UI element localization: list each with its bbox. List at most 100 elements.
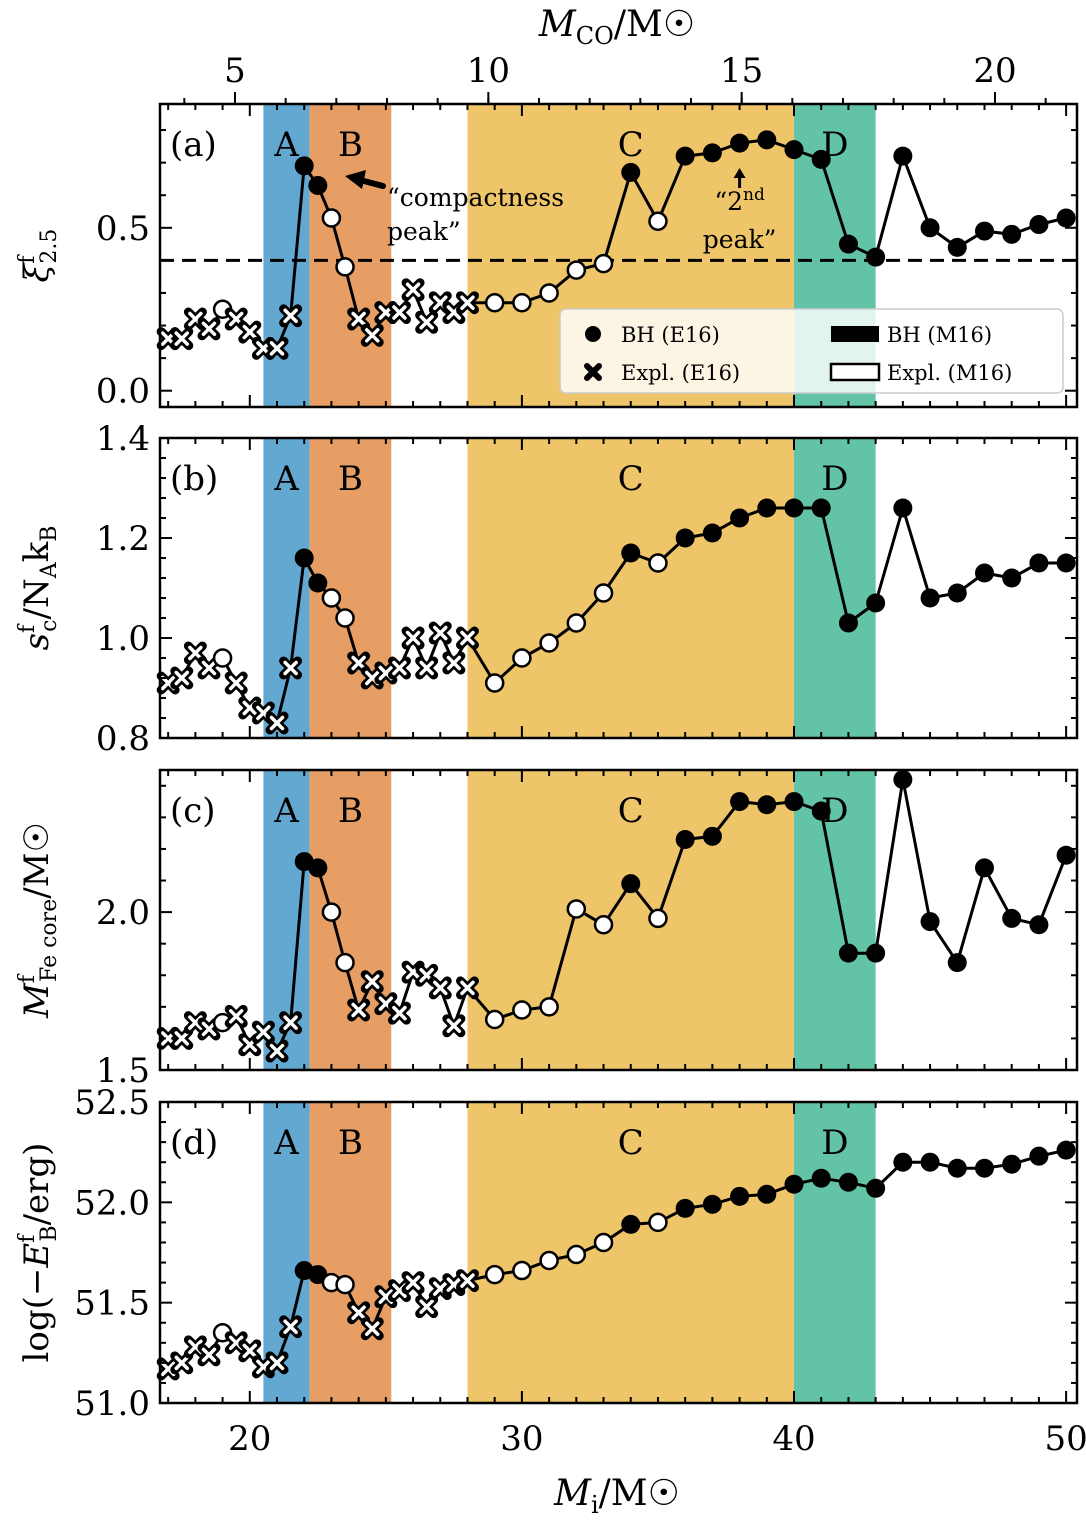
x-tick-label: 30 <box>500 1419 543 1459</box>
data-point <box>566 899 587 919</box>
data-point <box>360 323 384 347</box>
top-tick-label: 20 <box>973 51 1016 91</box>
data-point <box>238 320 262 344</box>
data-point <box>442 651 466 675</box>
data-point <box>784 1174 804 1194</box>
data-point <box>648 1212 668 1233</box>
data-point <box>224 671 248 695</box>
data-point <box>648 908 668 929</box>
y-tick-label: 0.8 <box>96 719 150 759</box>
annotations: “compactness peak” “2nd peak” <box>345 168 776 254</box>
data-point <box>428 621 452 645</box>
region-label: B <box>338 1123 363 1163</box>
data-point <box>593 583 614 603</box>
data-point <box>335 608 355 628</box>
legend: BH (E16) BH (M16) Expl. (E16) Expl. (M16) <box>559 308 1064 394</box>
data-point <box>675 1198 695 1218</box>
data-point <box>621 874 641 894</box>
legend-marker <box>831 326 879 342</box>
data-point <box>893 1152 913 1172</box>
top-axis-ticks: 5 10 15 20 <box>183 51 1047 104</box>
data-point <box>415 310 439 334</box>
y-tick-label: 1.4 <box>96 419 150 459</box>
data-point <box>811 498 831 518</box>
data-point <box>539 1250 559 1271</box>
region-C <box>467 770 795 1070</box>
annotation-text: peak” <box>703 225 777 254</box>
data-point <box>784 792 804 812</box>
compactness-peak-annotation: “compactness peak” <box>345 170 564 246</box>
data-point <box>1002 1154 1022 1174</box>
region-label: A <box>273 459 299 499</box>
data-point <box>1056 208 1076 228</box>
data-point <box>308 573 328 593</box>
data-point <box>1002 568 1022 588</box>
data-point <box>1056 553 1076 573</box>
legend-item: Expl. (M16) <box>829 361 1012 385</box>
panel-tag: (b) <box>170 459 218 499</box>
data-point <box>621 1214 641 1234</box>
data-point <box>757 795 777 815</box>
data-point <box>512 1260 532 1281</box>
data-point <box>1029 1146 1049 1166</box>
legend-label: Expl. (E16) <box>621 361 740 385</box>
data-point <box>1002 224 1022 244</box>
panel-b: A B C D 0.8 1.0 1.2 1.4 (b) sfc/NAkB <box>15 419 1079 759</box>
data-point <box>321 902 342 922</box>
data-point <box>838 943 858 963</box>
panel-c: A B C D1.52.0(c)MfFe core/M☉ <box>15 768 1079 1091</box>
region-label: D <box>821 459 848 499</box>
panel-frame <box>158 436 1079 740</box>
data-point <box>484 1009 505 1030</box>
x-tick-label: 40 <box>772 1419 815 1459</box>
data-point <box>593 1232 614 1253</box>
x-tick-label: 20 <box>228 1419 271 1459</box>
data-point <box>347 998 371 1022</box>
data-point <box>197 317 221 341</box>
region-D <box>794 770 876 1070</box>
data-point <box>335 257 355 277</box>
data-point <box>593 253 614 274</box>
second-peak-annotation: “2nd peak” <box>703 168 777 254</box>
annotation-arrowhead <box>345 170 366 189</box>
legend-label: BH (M16) <box>887 323 992 347</box>
legend-item: BH (M16) <box>831 323 992 347</box>
panel-frame <box>158 768 1079 1072</box>
data-point <box>1029 553 1049 573</box>
region-B <box>309 1102 392 1403</box>
legend-box <box>559 308 1064 394</box>
data-point <box>170 327 194 351</box>
data-point <box>539 997 559 1017</box>
data-point <box>675 146 695 166</box>
data-point <box>784 498 804 518</box>
data-point <box>442 1014 466 1038</box>
region-label: A <box>273 1123 299 1163</box>
data-point <box>484 292 505 313</box>
data-point <box>866 1178 886 1198</box>
data-point <box>455 1269 479 1293</box>
region-label: C <box>618 459 644 499</box>
data-point <box>321 588 342 608</box>
data-point <box>197 1343 221 1367</box>
data-point <box>265 1351 289 1375</box>
data-point <box>974 563 994 583</box>
data-point <box>401 1271 425 1295</box>
data-point <box>387 656 411 680</box>
panel-tag: (a) <box>170 125 217 165</box>
region-label: C <box>618 1123 644 1163</box>
annotation-text: “2nd <box>714 185 765 216</box>
data-point <box>415 656 439 680</box>
data-point <box>593 914 614 935</box>
data-point <box>811 149 831 169</box>
data-point <box>893 769 913 789</box>
legend-marker <box>584 363 602 381</box>
data-point <box>1056 1140 1076 1160</box>
data-point <box>455 626 479 650</box>
y-tick-label: 51.0 <box>74 1384 150 1424</box>
region-C <box>467 438 795 738</box>
data-point <box>170 666 194 690</box>
data-point <box>866 943 886 963</box>
data-point <box>811 801 831 821</box>
annotation-arrow <box>357 177 386 189</box>
region-B <box>309 104 392 407</box>
